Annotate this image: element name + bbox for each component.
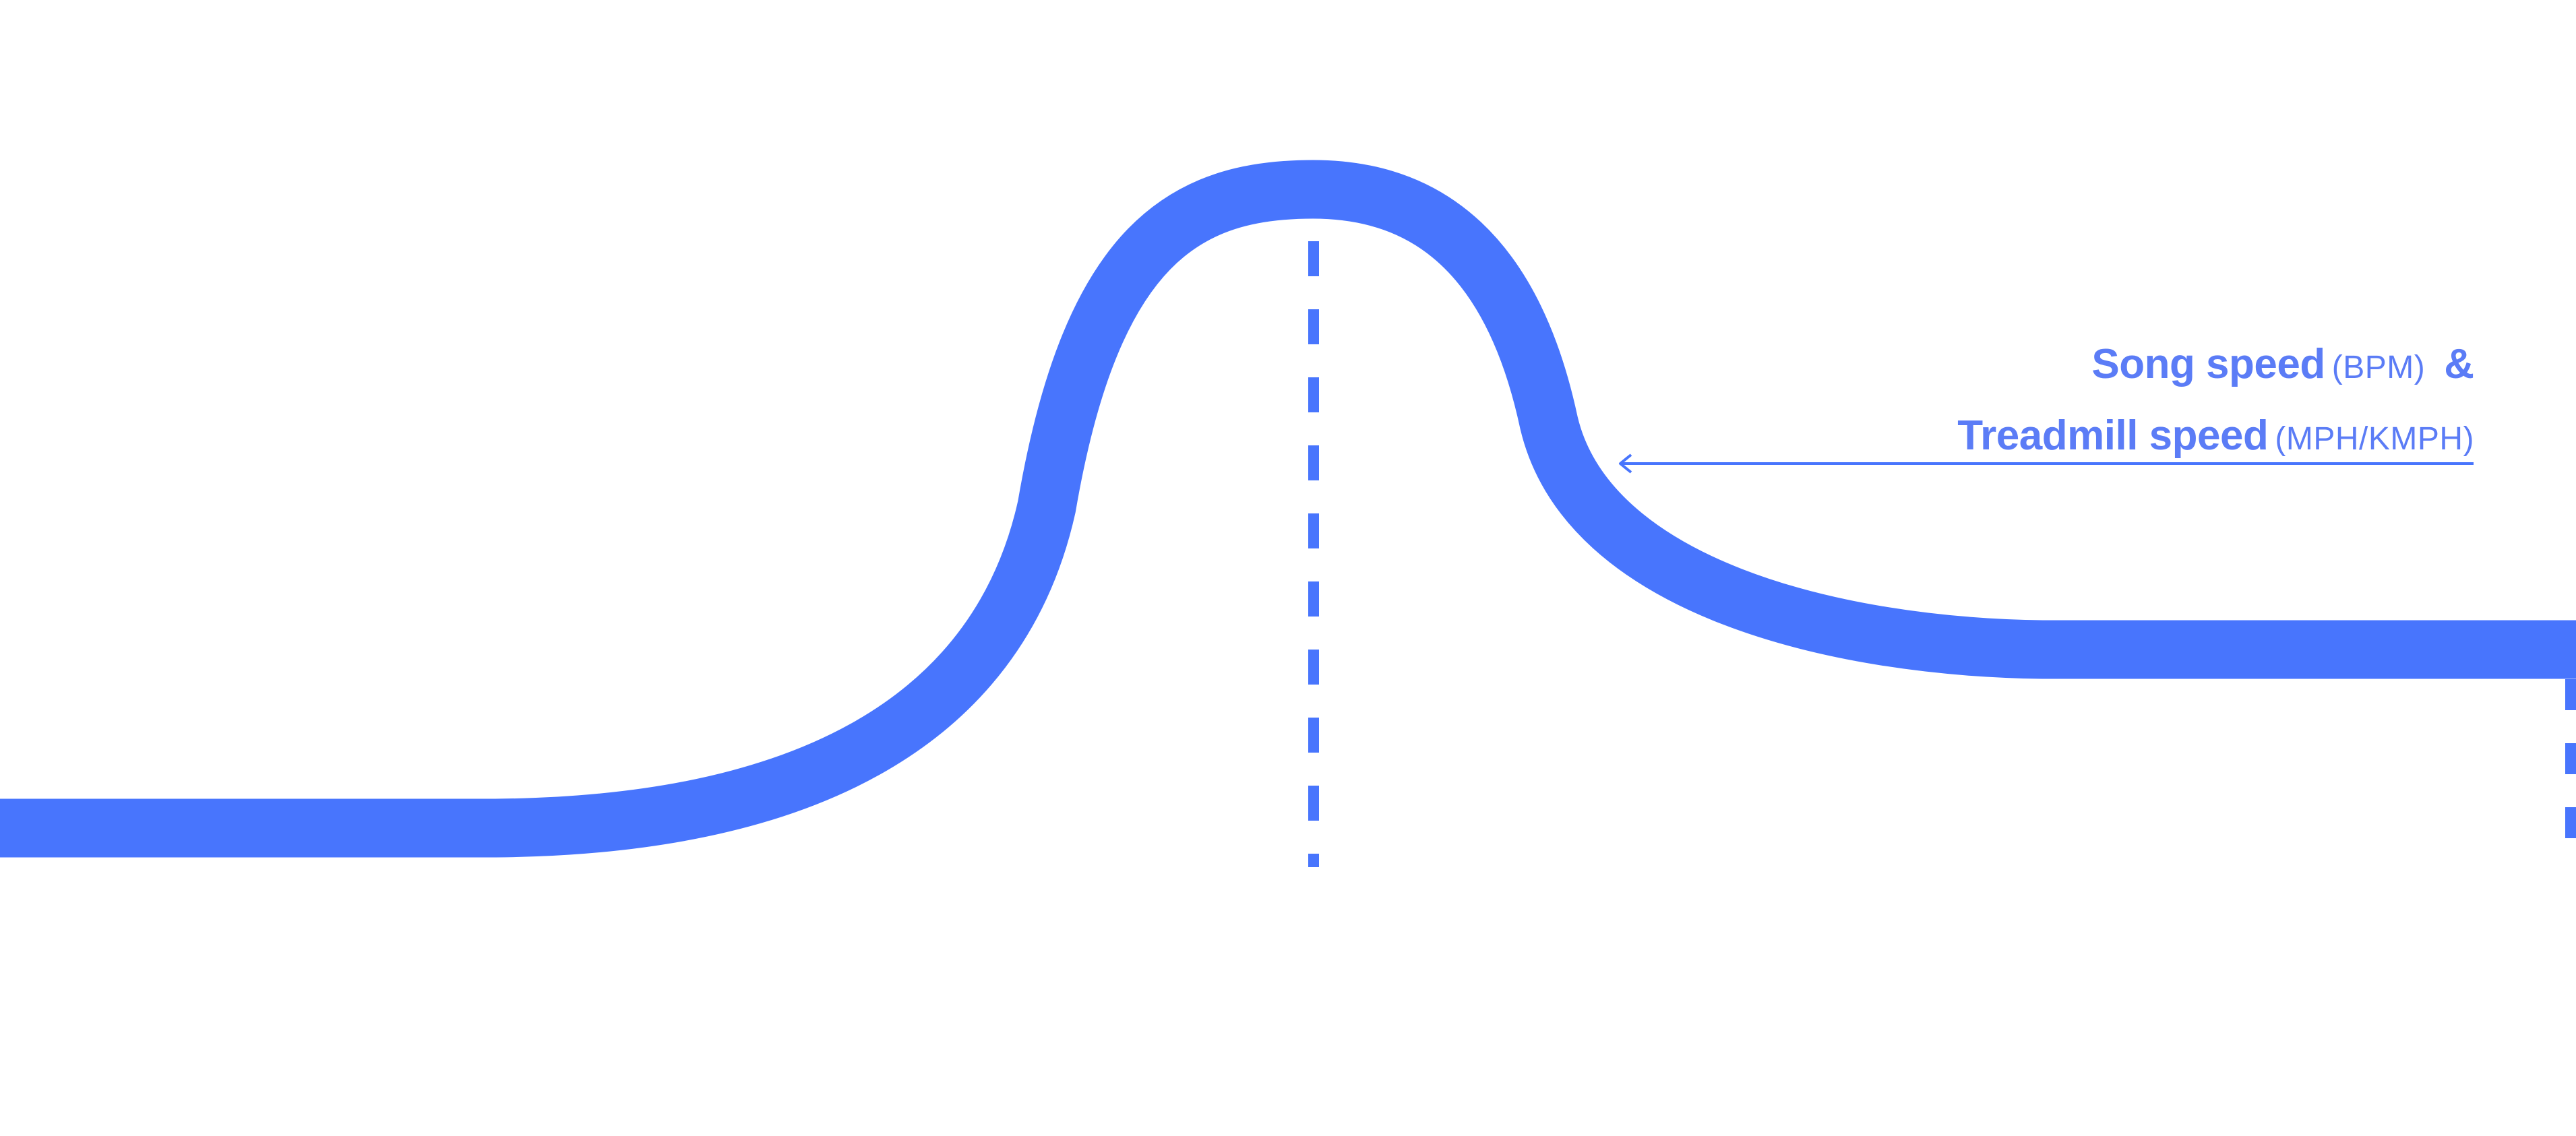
treadmill-speed-unit: (MPH/KMPH) <box>2275 421 2474 457</box>
speed-annotation-label: Song speed (BPM) & Treadmill speed (MPH/KMP… <box>1957 334 2474 477</box>
song-speed-unit: (BPM) <box>2331 350 2426 385</box>
annotation-line-treadmill: Treadmill speed (MPH/KMPH) <box>1957 406 2474 477</box>
annotation-arrow <box>1619 453 2474 474</box>
annotation-line-song: Song speed (BPM) & <box>1957 334 2474 406</box>
song-speed-label: Song speed <box>2091 341 2325 387</box>
treadmill-speed-label: Treadmill speed <box>1957 412 2269 459</box>
ampersand: & <box>2444 341 2474 387</box>
speed-curve <box>0 160 2576 858</box>
